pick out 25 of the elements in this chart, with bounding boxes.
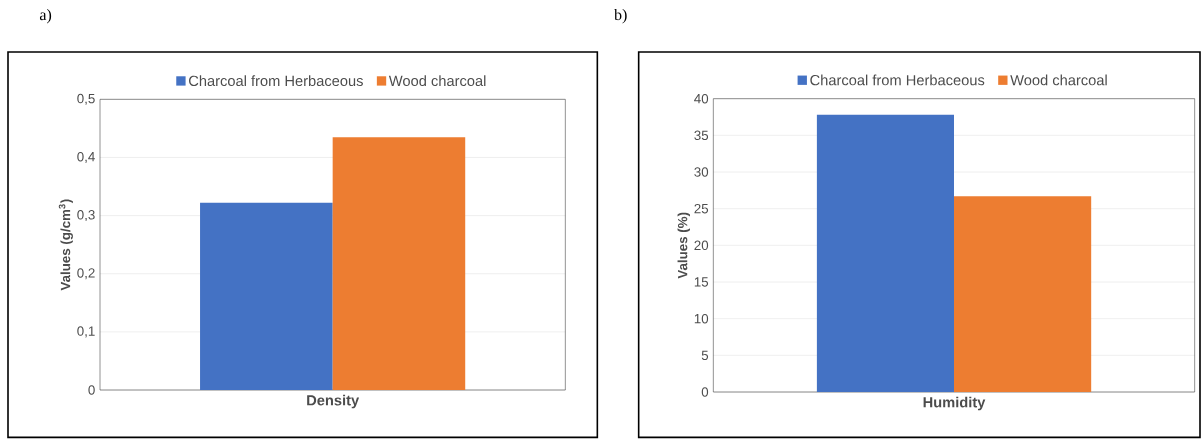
y-axis-title: Values (g/cm$^{3}$) [58,199,73,291]
chart-title: b) [614,8,627,24]
y-tick-label: 40 [694,93,709,104]
y-tick-label: 20 [694,240,709,251]
legend-label: Wood charcoal [388,75,486,87]
y-tick-label: 0 [88,385,95,395]
y-tick-label: 15 [694,277,709,287]
legend-label: Charcoal from Herbaceous [189,75,363,87]
y-tick-label: 0 [701,387,709,397]
legend-label: Charcoal from Herbaceous [810,74,985,86]
x-tick-label: Density [307,394,360,409]
chart-title: a) [39,8,52,24]
y-tick-label: 0,3 [77,210,95,222]
y-axis-title: Values (%) [677,212,690,279]
y-tick-label: 10 [694,313,709,324]
y-tick-label: 0,2 [77,268,95,280]
y-tick-label: 25 [694,203,709,214]
y-tick-label: 5 [701,350,709,360]
y-tick-label: 0,5 [77,93,95,105]
y-tick-label: 35 [694,130,709,141]
x-tick-label: Humidity [923,396,986,411]
y-tick-label: 30 [694,167,709,177]
y-tick-label: 0,1 [77,326,95,338]
legend-label: Wood charcoal [1010,74,1107,86]
y-tick-label: 0,4 [77,151,95,163]
